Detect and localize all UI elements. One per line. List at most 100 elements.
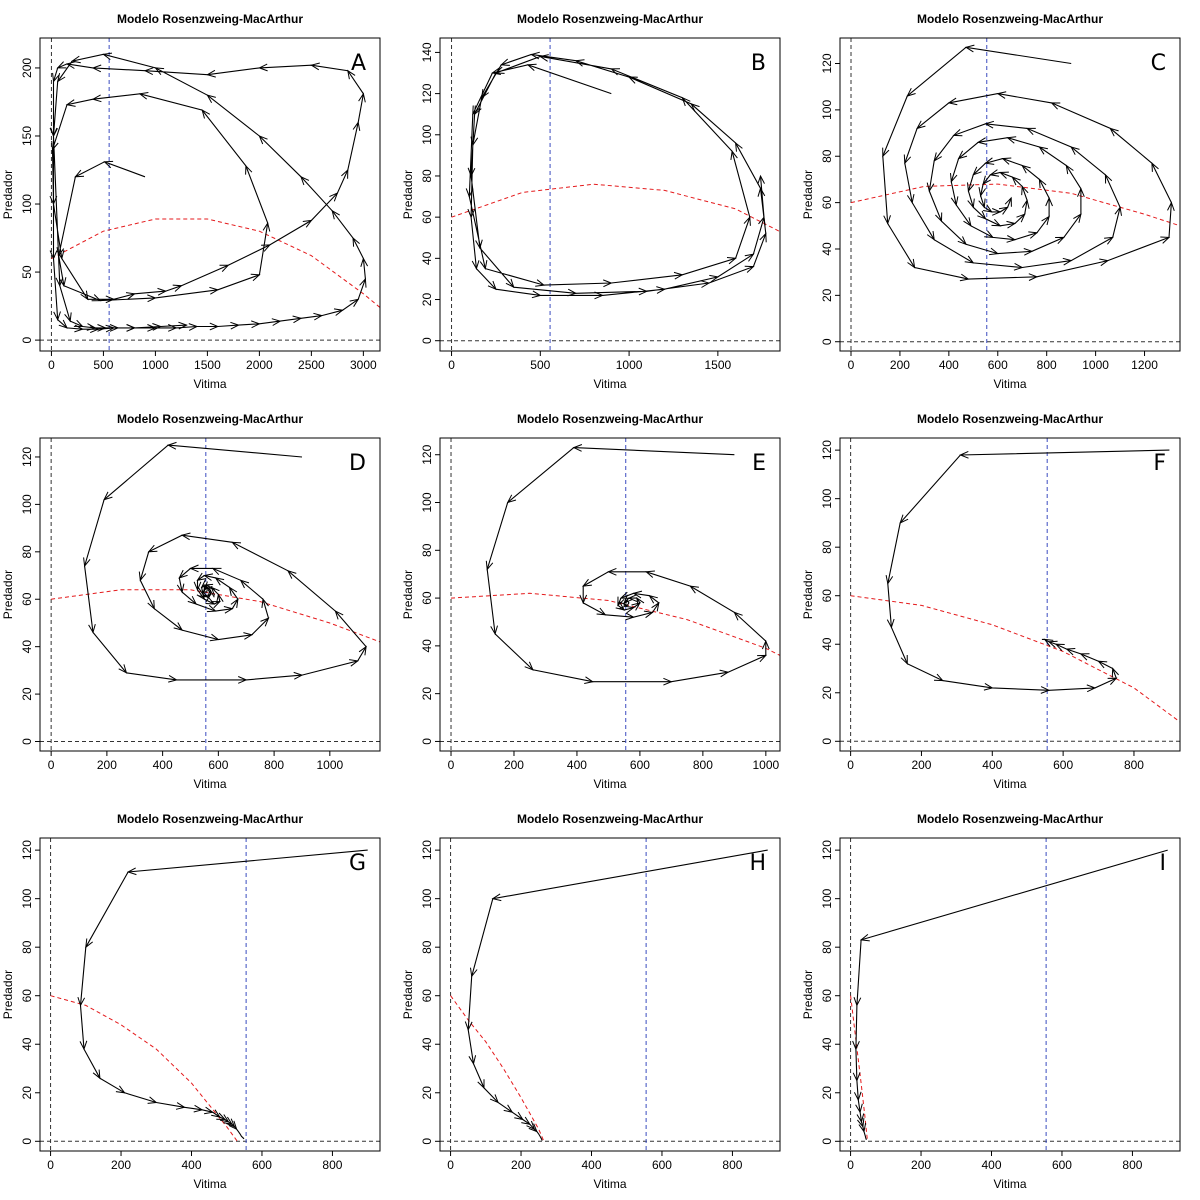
trajectory-arrow — [228, 1120, 238, 1131]
trajectory-arrow — [984, 120, 995, 129]
y-tick-label: 0 — [420, 1138, 434, 1145]
trajectory-arrow — [952, 129, 963, 137]
y-axis-label: Predador — [401, 170, 415, 219]
chart-panel-c: Modelo Rosenzweing-MacArthur C Vitima Preda… — [801, 12, 1181, 391]
trajectory-arrow — [65, 99, 76, 107]
trajectory-arrow — [983, 204, 993, 213]
trajectory-arrow — [147, 294, 157, 303]
trajectory-arrow — [733, 611, 743, 621]
y-axis-label: Predador — [401, 970, 415, 1019]
trajectory-arrow — [972, 166, 982, 176]
chart-title: Modelo Rosenzweing-MacArthur — [517, 12, 703, 26]
trajectory-arrow — [58, 319, 68, 329]
trajectory-arrow — [1097, 660, 1108, 669]
x-tick-label: 600 — [252, 1158, 272, 1172]
x-axis-label: Vitima — [993, 377, 1026, 391]
x-tick-label: 200 — [911, 758, 931, 772]
panel-letter: E — [752, 451, 766, 476]
trajectory-arrow — [656, 286, 666, 294]
trajectory-arrow — [56, 249, 65, 260]
trajectory-arrow — [957, 236, 967, 246]
x-tick-label: 2000 — [246, 358, 273, 372]
y-tick-label: 40 — [20, 1037, 34, 1051]
y-tick-label: 20 — [20, 687, 34, 701]
x-tick-label: 0 — [847, 758, 854, 772]
trajectory-arrow — [126, 867, 137, 876]
trajectory-arrow — [857, 1118, 865, 1128]
trajectory-arrow — [933, 152, 942, 162]
panel-letter: A — [351, 51, 366, 76]
plot-frame — [39, 437, 381, 752]
plot-frame — [439, 837, 781, 1152]
trajectory-arrow — [209, 286, 220, 295]
trajectory-arrow — [1065, 164, 1074, 175]
trajectory — [464, 849, 768, 1141]
prey-isocline — [451, 183, 780, 233]
trajectory-arrow — [360, 257, 369, 267]
trajectory-arrow — [615, 602, 626, 611]
trajectory-arrow — [329, 192, 339, 202]
trajectory-arrow — [126, 324, 136, 332]
trajectory-arrow — [226, 1118, 236, 1128]
x-tick-label: 2500 — [298, 358, 325, 372]
trajectory-arrow — [726, 257, 737, 265]
trajectory-arrow — [528, 1123, 538, 1133]
trajectory-arrow — [992, 208, 1002, 216]
trajectory-arrow — [883, 215, 891, 225]
trajectory-arrow — [203, 573, 214, 581]
x-axis-label: Vitima — [193, 377, 226, 391]
trajectory-arrow — [103, 160, 114, 169]
trajectory-arrow — [260, 617, 270, 627]
y-tick-label: 0 — [20, 1138, 34, 1145]
trajectory-arrow — [1065, 648, 1076, 656]
trajectory-arrow — [933, 673, 944, 682]
trajectory-arrow — [999, 171, 1009, 179]
trajectory-arrow — [203, 581, 213, 591]
trajectory-arrow — [1013, 262, 1024, 271]
trajectory-arrow — [681, 96, 691, 107]
trajectory-arrow — [977, 210, 987, 220]
trajectory-arrow — [90, 325, 100, 334]
trajectory-arrow — [521, 1116, 531, 1126]
y-axis-label: Predador — [1, 970, 15, 1019]
plot-frame — [39, 837, 381, 1152]
x-tick-label: 200 — [911, 1158, 931, 1172]
trajectory-arrow — [619, 601, 629, 610]
x-tick-label: 0 — [847, 1158, 854, 1172]
x-axis: 0 200 400 600 800 — [47, 1150, 343, 1172]
trajectory-arrow — [214, 577, 225, 586]
trajectory-arrow — [250, 273, 261, 282]
y-tick-label: 120 — [420, 840, 434, 860]
trajectory-arrow — [1038, 178, 1047, 189]
trajectory-arrow — [300, 175, 310, 186]
trajectory-arrow — [485, 560, 494, 571]
trajectory-arrow — [467, 208, 476, 219]
trajectory-arrow — [624, 605, 635, 614]
trajectory-arrow — [856, 1113, 865, 1124]
x-axis: 0 200 400 600 800 — [447, 1150, 743, 1172]
trajectory-arrow — [200, 579, 211, 589]
trajectory-arrow — [204, 1106, 214, 1115]
trajectory-arrow — [147, 324, 157, 332]
trajectory-arrow — [470, 136, 479, 147]
trajectory-arrow — [471, 260, 480, 270]
trajectory-arrow — [926, 182, 935, 193]
x-tick-label: 1000 — [616, 358, 643, 372]
x-tick-label: 200 — [504, 758, 524, 772]
x-tick-label: 0 — [447, 1158, 454, 1172]
trajectory-arrow — [852, 1072, 861, 1082]
trajectory-arrow — [759, 232, 767, 243]
x-tick-label: 400 — [939, 358, 959, 372]
trajectory-arrow — [1021, 185, 1029, 196]
chart-panel-f: Modelo Rosenzweing-MacArthur F Vitima Preda… — [801, 412, 1181, 791]
x-tick-label: 400 — [153, 758, 173, 772]
trajectory-arrow — [468, 1055, 477, 1065]
trajectory-arrow — [757, 174, 765, 185]
y-tick-label: 40 — [820, 242, 834, 256]
trajectory-arrow — [92, 1069, 101, 1080]
x-tick-label: 0 — [48, 358, 55, 372]
trajectory-arrow — [115, 1085, 126, 1094]
trajectory-arrow — [1167, 201, 1175, 211]
trajectory-arrow — [91, 64, 102, 73]
trajectory-line — [486, 447, 767, 683]
